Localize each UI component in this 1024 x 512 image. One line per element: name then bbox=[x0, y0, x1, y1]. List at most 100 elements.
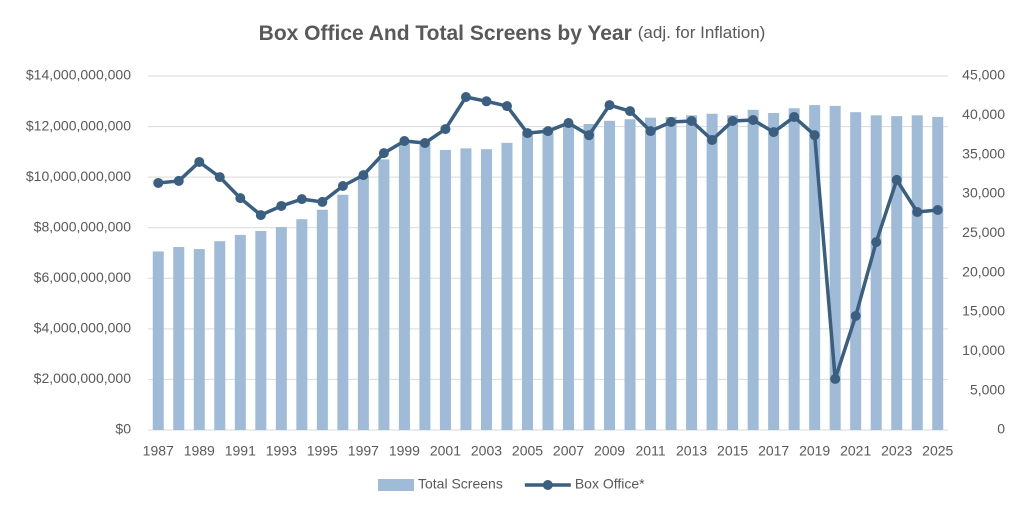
bar bbox=[645, 117, 657, 431]
point bbox=[891, 174, 902, 185]
x-tick-label: 2023 bbox=[881, 443, 912, 459]
bar bbox=[193, 249, 205, 430]
point bbox=[501, 101, 512, 112]
point bbox=[625, 106, 636, 117]
x-tick-label: 2009 bbox=[594, 443, 625, 459]
y2-tick-label: 20,000 bbox=[962, 263, 1005, 279]
bar bbox=[234, 234, 246, 430]
point bbox=[173, 175, 184, 186]
point bbox=[522, 128, 533, 139]
y-tick-label: $4,000,000,000 bbox=[34, 320, 132, 336]
point bbox=[850, 310, 861, 321]
x-tick-label: 2007 bbox=[553, 443, 584, 459]
point bbox=[748, 114, 759, 125]
x-tick-label: 2011 bbox=[636, 443, 666, 459]
bar bbox=[357, 175, 369, 430]
bar bbox=[419, 142, 431, 430]
bar bbox=[398, 143, 410, 431]
point bbox=[563, 118, 574, 129]
bar bbox=[768, 112, 780, 431]
bar bbox=[665, 116, 677, 430]
bar bbox=[275, 227, 287, 430]
x-tick-label: 2005 bbox=[512, 443, 543, 459]
bar bbox=[480, 149, 492, 430]
bar bbox=[686, 115, 698, 430]
point bbox=[809, 130, 820, 141]
x-tick-label: 2013 bbox=[676, 443, 707, 459]
point bbox=[727, 116, 738, 127]
point bbox=[235, 193, 246, 204]
y2-tick-label: 0 bbox=[997, 421, 1005, 437]
point bbox=[276, 200, 287, 211]
x-tick-label: 2025 bbox=[922, 443, 953, 459]
x-tick-label: 2021 bbox=[840, 443, 871, 459]
bar bbox=[378, 159, 390, 431]
y2-tick-label: 10,000 bbox=[962, 342, 1005, 358]
point bbox=[317, 196, 328, 207]
point bbox=[686, 116, 697, 127]
point bbox=[768, 127, 779, 138]
bar bbox=[604, 120, 616, 430]
bar bbox=[152, 251, 164, 430]
point bbox=[419, 138, 430, 149]
bar bbox=[521, 131, 533, 431]
y2-tick-label: 15,000 bbox=[962, 303, 1005, 319]
bar bbox=[255, 230, 267, 430]
bar bbox=[850, 112, 862, 430]
chart-title: Box Office And Total Screens by Year bbox=[259, 22, 632, 45]
bar bbox=[706, 113, 718, 430]
bar bbox=[316, 209, 328, 430]
bar bbox=[624, 119, 636, 431]
x-tick-label: 2001 bbox=[430, 443, 461, 459]
point bbox=[194, 156, 205, 167]
x-tick-label: 1997 bbox=[348, 443, 379, 459]
point bbox=[440, 124, 451, 135]
bar bbox=[870, 115, 882, 430]
y-tick-label: $10,000,000,000 bbox=[26, 168, 131, 184]
legend-label: Box Office* bbox=[575, 476, 645, 492]
y2-tick-label: 40,000 bbox=[962, 106, 1005, 122]
x-tick-label: 1991 bbox=[225, 443, 256, 459]
bar bbox=[337, 194, 349, 430]
bar bbox=[542, 127, 554, 431]
bar bbox=[583, 123, 595, 430]
bar bbox=[788, 108, 800, 431]
point bbox=[707, 134, 718, 145]
y2-tick-label: 5,000 bbox=[970, 381, 1005, 397]
point bbox=[912, 207, 923, 218]
x-tick-label: 1993 bbox=[266, 443, 297, 459]
point bbox=[337, 180, 348, 191]
y-tick-label: $12,000,000,000 bbox=[26, 117, 131, 133]
x-tick-label: 2019 bbox=[799, 443, 830, 459]
labels: $0 $2,000,000,000 $4,000,000,000 $6,000,000… bbox=[26, 67, 1005, 492]
x-tick-label: 2003 bbox=[471, 443, 502, 459]
y2-tick-label: 30,000 bbox=[962, 185, 1005, 201]
y-tick-label: $6,000,000,000 bbox=[34, 269, 132, 285]
bar bbox=[296, 219, 308, 430]
y-tick-label: $14,000,000,000 bbox=[26, 67, 131, 83]
legend-marker bbox=[542, 480, 553, 490]
bar bbox=[809, 105, 821, 431]
point bbox=[214, 172, 225, 183]
point bbox=[255, 210, 266, 221]
point bbox=[584, 130, 595, 141]
bar bbox=[829, 105, 841, 430]
y-tick-label: $8,000,000,000 bbox=[34, 218, 132, 234]
y2-tick-label: 45,000 bbox=[962, 67, 1005, 83]
bar bbox=[563, 124, 575, 431]
x-tick-label: 1995 bbox=[307, 443, 338, 459]
point bbox=[543, 126, 553, 137]
x-tick-label: 1999 bbox=[389, 443, 420, 459]
point bbox=[481, 96, 492, 107]
chart-subtitle: (adj. for Inflation) bbox=[638, 23, 766, 42]
x-tick-label: 1987 bbox=[143, 443, 174, 459]
point bbox=[358, 170, 369, 181]
point bbox=[460, 91, 471, 102]
bar bbox=[727, 115, 739, 430]
bar bbox=[932, 116, 944, 430]
x-tick-label: 2015 bbox=[717, 443, 748, 459]
chart-heading: Box Office And Total Screens by Year (adj… bbox=[259, 22, 766, 45]
bars bbox=[152, 105, 944, 431]
point bbox=[666, 117, 677, 128]
